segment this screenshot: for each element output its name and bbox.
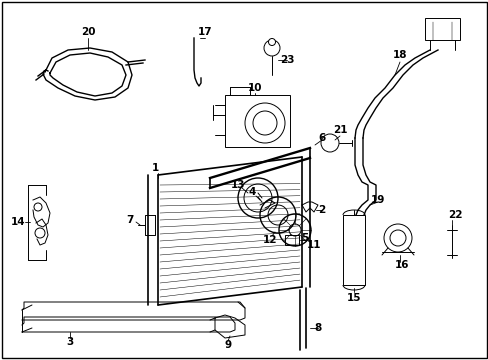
Bar: [224, 95, 289, 147]
Text: 13: 13: [230, 180, 245, 190]
Text: 18: 18: [392, 50, 407, 60]
Text: 11: 11: [306, 240, 321, 250]
Circle shape: [268, 39, 275, 45]
Text: 2: 2: [318, 205, 325, 215]
Text: 1: 1: [151, 163, 158, 173]
Text: 20: 20: [81, 27, 95, 37]
Text: 21: 21: [332, 125, 346, 135]
Text: 17: 17: [197, 27, 212, 37]
Text: 23: 23: [279, 55, 294, 65]
Text: 22: 22: [447, 210, 461, 220]
Text: 6: 6: [318, 133, 325, 143]
Text: 16: 16: [394, 260, 408, 270]
Text: 8: 8: [314, 323, 321, 333]
Text: 10: 10: [247, 83, 262, 93]
Bar: [285, 235, 298, 245]
Text: 19: 19: [370, 195, 385, 205]
Text: 9: 9: [224, 340, 231, 350]
Text: 14: 14: [11, 217, 25, 227]
Text: 3: 3: [66, 337, 74, 347]
Text: 7: 7: [126, 215, 133, 225]
Text: 15: 15: [346, 293, 361, 303]
Text: 4: 4: [248, 187, 255, 197]
Bar: [342, 215, 364, 285]
Text: 5: 5: [301, 233, 308, 243]
Text: 12: 12: [262, 235, 277, 245]
Bar: [424, 18, 459, 40]
